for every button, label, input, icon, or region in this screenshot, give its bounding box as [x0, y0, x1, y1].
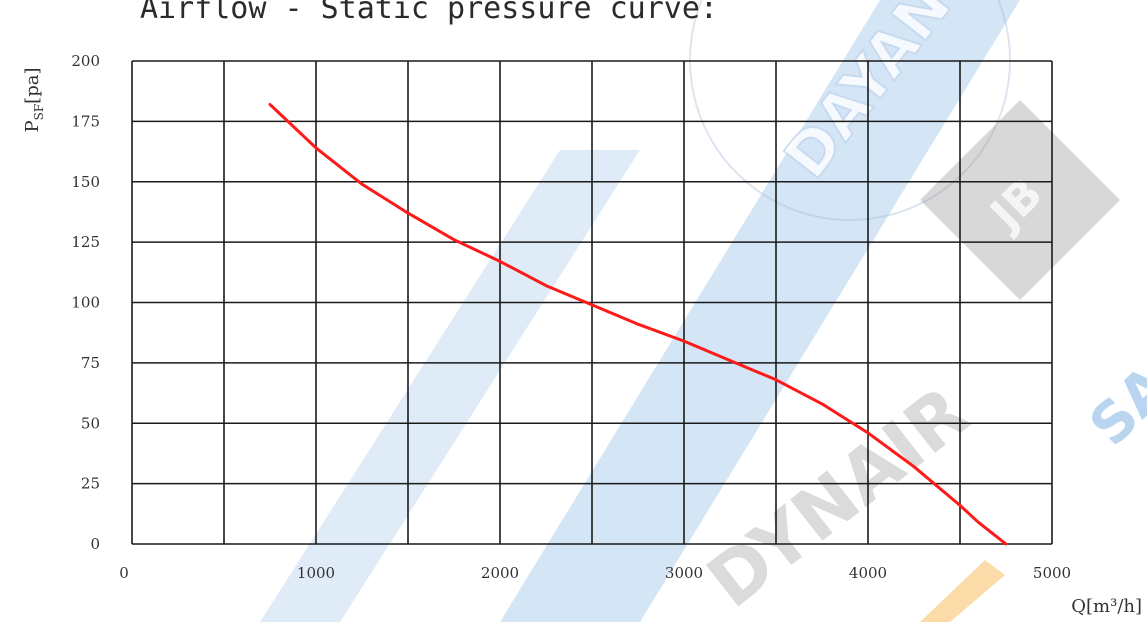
- grid: [131, 60, 1053, 545]
- y-tick-label: 200: [71, 52, 100, 70]
- x-tick-label: 2000: [481, 564, 519, 582]
- watermark-orange-mark: [920, 560, 1005, 622]
- svg-text:PSF[pa]: PSF[pa]: [22, 68, 46, 133]
- y-axis-label-main: P: [22, 120, 43, 132]
- y-tick-label: 25: [81, 475, 100, 493]
- y-tick-label: 50: [81, 414, 100, 432]
- x-tick-labels: 0 1000 2000 3000 4000 5000: [119, 564, 1071, 582]
- watermark-blue-band-2: [260, 150, 640, 622]
- y-tick-label: 150: [71, 173, 100, 191]
- y-tick-label: 0: [90, 535, 100, 553]
- x-tick-label: 0: [119, 564, 129, 582]
- y-tick-label: 100: [71, 294, 100, 312]
- x-axis-label: Q[m³/h]: [1071, 596, 1142, 617]
- chart-title: Airflow - Static pressure curve:: [140, 0, 718, 26]
- watermark-layer: DAYAN DYNAIR JB SA: [260, 0, 1147, 622]
- y-tick-label: 175: [71, 112, 100, 130]
- series-layer: [268, 103, 1008, 546]
- watermark-blue-band: [500, 0, 1020, 622]
- x-tick-label: 4000: [849, 564, 887, 582]
- x-tick-label: 1000: [297, 564, 335, 582]
- x-tick-label: 3000: [665, 564, 703, 582]
- watermark-seal: [689, 0, 1011, 221]
- y-tick-labels: 0 25 50 75 100 125 150 175 200: [71, 52, 100, 553]
- y-tick-label: 75: [81, 354, 100, 372]
- y-axis-label: PSF[pa]: [22, 68, 46, 133]
- y-tick-label: 125: [71, 233, 100, 251]
- y-axis-label-unit: [pa]: [22, 68, 43, 104]
- watermark-sa: SA: [1077, 353, 1147, 459]
- airflow-pressure-curve: [268, 103, 1008, 546]
- y-axis-label-sub: SF: [32, 104, 46, 121]
- x-tick-label: 5000: [1033, 564, 1071, 582]
- watermark-jb-diamond: [920, 100, 1120, 300]
